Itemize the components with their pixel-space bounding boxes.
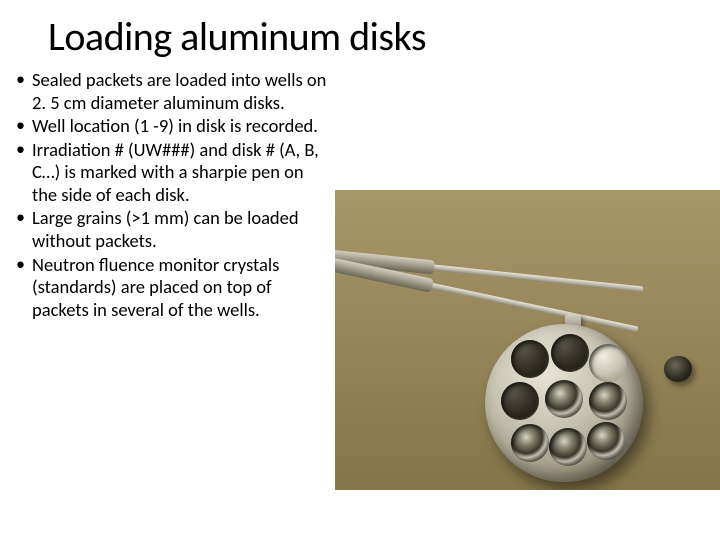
disk-well-7 bbox=[511, 424, 549, 462]
slide-title: Loading aluminum disks bbox=[0, 0, 720, 69]
photo bbox=[335, 190, 720, 490]
disk-well-2 bbox=[551, 334, 589, 372]
bullet-item: Neutron fluence monitor crystals (standa… bbox=[14, 254, 332, 322]
disk-well-8 bbox=[549, 428, 587, 466]
bullet-item: Well location (1 -9) in disk is recorded… bbox=[14, 115, 332, 138]
bullet-item: Large grains (>1 mm) can be loaded witho… bbox=[14, 207, 332, 252]
bullet-list: Sealed packets are loaded into wells on … bbox=[14, 69, 332, 322]
loose-sample-chip bbox=[664, 356, 692, 382]
disk-well-4 bbox=[501, 382, 539, 420]
aluminum-disk bbox=[485, 324, 643, 482]
disk-well-3 bbox=[589, 344, 627, 382]
bullet-item: Irradiation # (UW###) and disk # (A, B, … bbox=[14, 139, 332, 207]
disk-well-9 bbox=[587, 422, 625, 460]
disk-well-1 bbox=[511, 340, 549, 378]
photo-background bbox=[335, 190, 720, 490]
disk-well-6 bbox=[589, 382, 627, 420]
disk-well-5 bbox=[545, 380, 583, 418]
bullet-item: Sealed packets are loaded into wells on … bbox=[14, 69, 332, 114]
